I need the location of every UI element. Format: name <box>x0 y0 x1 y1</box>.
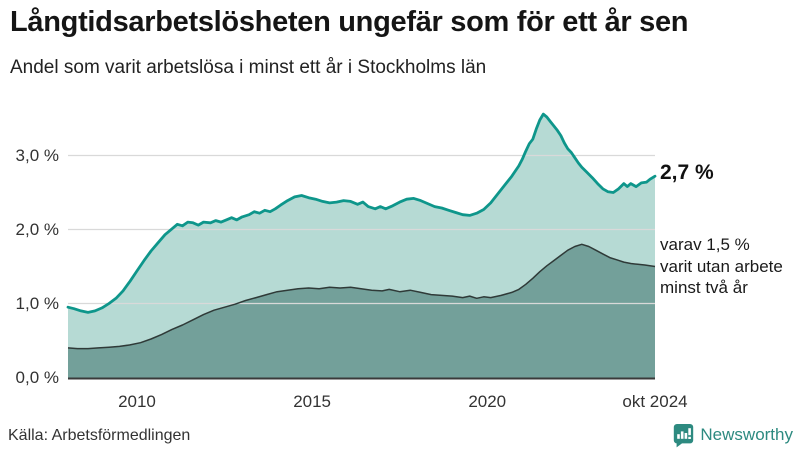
y-tick-label: 2,0 % <box>15 220 59 239</box>
newsworthy-logo: Newsworthy <box>672 422 793 448</box>
x-tick-label: okt 2024 <box>622 392 688 411</box>
series1-line <box>66 112 657 314</box>
newsworthy-chart-bubble-icon <box>674 423 694 447</box>
y-tick-label: 3,0 % <box>15 146 59 165</box>
series2-area <box>68 244 655 378</box>
secondary-series-annotation: varav 1,5 % varit utan arbete minst två … <box>660 235 783 298</box>
series2-line <box>67 243 656 350</box>
series-end-value-label: 2,7 % <box>660 161 714 184</box>
chart-subtitle: Andel som varit arbetslösa i minst ett å… <box>10 57 487 78</box>
x-tick-label: 2010 <box>118 392 156 411</box>
source-caption: Källa: Arbetsförmedlingen <box>8 427 191 444</box>
y-tick-label: 1,0 % <box>15 294 59 313</box>
newsworthy-wordmark: Newsworthy <box>700 425 793 444</box>
x-tick-label: 2015 <box>293 392 332 411</box>
x-tick-label: 2020 <box>468 392 507 411</box>
y-tick-label: 0,0 % <box>15 368 59 387</box>
page-title: Långtidsarbetslösheten ungefär som för e… <box>10 6 689 38</box>
